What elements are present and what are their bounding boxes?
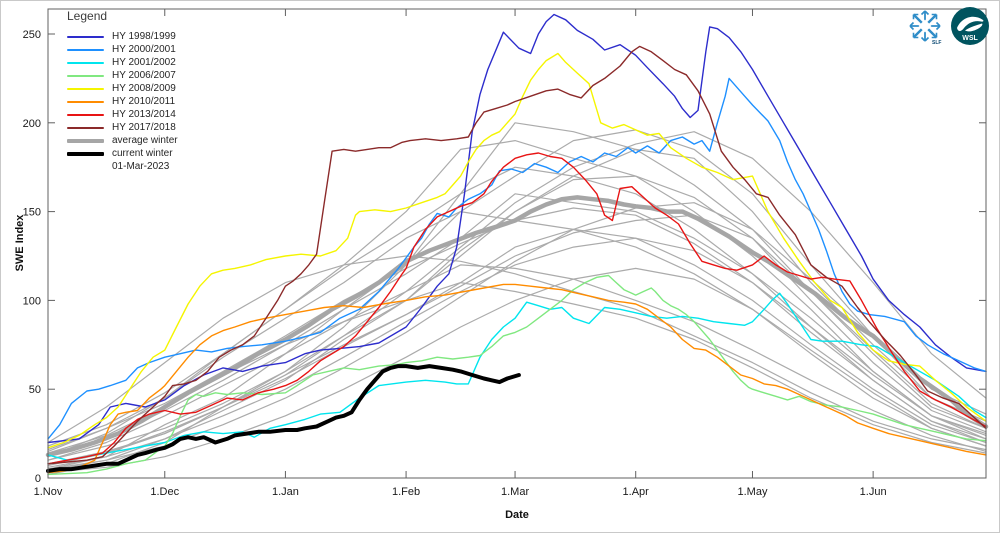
legend-item-hy-1998-1999-swatch <box>67 35 104 38</box>
line-other-year-6 <box>47 193 987 458</box>
line-hy-2006-2007 <box>47 274 987 476</box>
legend-item-hy-1998-1999: HY 1998/1999 <box>67 30 178 43</box>
line-other-year-1 <box>47 129 987 470</box>
line-current-winter <box>46 364 521 473</box>
legend-item-hy-2006-2007: HY 2006/2007 <box>67 69 178 82</box>
line-hy-2001-2002 <box>47 292 987 461</box>
legend-item-average-winter: average winter <box>67 134 178 147</box>
line-hy-2008-2009 <box>47 52 987 449</box>
slf-logo-center <box>918 19 932 33</box>
y-tick-label: 150 <box>23 207 41 219</box>
line-other-year-11 <box>47 237 987 468</box>
legend-item-hy-2001-2002: HY 2001/2002 <box>67 56 178 69</box>
x-tick-label: 1.Jun <box>860 486 887 498</box>
x-tick-label: 1.Dec <box>150 486 179 498</box>
slf-logo-text: SLF <box>932 40 941 46</box>
legend-items: HY 1998/1999 HY 2000/2001 HY 2001/2002 HY 2… <box>67 30 178 173</box>
y-tick-label: 0 <box>35 473 41 485</box>
legend-item-current-winter-date: 01-Mar-2023 <box>67 160 178 173</box>
wsl-logo: WSL <box>951 7 989 45</box>
line-other-year-16 <box>47 267 987 474</box>
legend-item-hy-2017-2018-swatch <box>67 126 104 129</box>
y-tick-label: 50 <box>29 384 41 396</box>
wsl-logo-circle <box>951 7 989 45</box>
y-tick-label: 200 <box>23 118 41 130</box>
line-hy-2010-2011 <box>47 283 987 474</box>
wsl-logo-text: WSL <box>962 35 978 42</box>
legend-item-hy-2013-2014: HY 2013/2014 <box>67 108 178 121</box>
legend-item-hy-2013-2014-swatch <box>67 113 104 116</box>
line-hy-2013-2014 <box>47 152 987 465</box>
logo-area: SLF WSL <box>905 5 991 47</box>
wsl-logo-wave2 <box>965 23 983 32</box>
legend-item-current-winter-date-label: 01-Mar-2023 <box>112 161 170 172</box>
x-axis-title: Date <box>505 509 529 521</box>
x-tick-label: 1.Nov <box>34 486 63 498</box>
legend-item-hy-2010-2011: HY 2010/2011 <box>67 95 178 108</box>
legend-item-hy-2006-2007-label: HY 2006/2007 <box>112 70 176 81</box>
x-tick-label: 1.Apr <box>623 486 650 498</box>
legend-item-hy-2008-2009-swatch <box>67 87 104 90</box>
y-tick-label: 100 <box>23 295 41 307</box>
line-hy-2017-2018 <box>47 45 987 465</box>
legend-item-hy-1998-1999-label: HY 1998/1999 <box>112 31 176 42</box>
line-other-year-3 <box>47 122 987 475</box>
line-other-year-13 <box>47 255 987 451</box>
legend-item-hy-2000-2001-swatch <box>67 48 104 51</box>
legend-item-current-winter-label: current winter <box>112 148 173 159</box>
legend-item-hy-2006-2007-swatch <box>67 74 104 77</box>
legend-item-average-winter-label: average winter <box>112 135 178 146</box>
legend-item-hy-2010-2011-label: HY 2010/2011 <box>112 96 176 107</box>
line-hy-1998-1999 <box>47 13 987 444</box>
x-tick-label: 1.Mar <box>501 486 529 498</box>
legend-item-current-winter-date-swatch <box>67 166 104 168</box>
x-tick-label: 1.Jan <box>272 486 299 498</box>
legend-item-hy-2001-2002-label: HY 2001/2002 <box>112 57 176 68</box>
legend-item-hy-2013-2014-label: HY 2013/2014 <box>112 109 176 120</box>
line-other-year-8 <box>47 175 987 472</box>
legend-item-current-winter-swatch <box>67 151 104 156</box>
line-other-year-18 <box>47 214 987 467</box>
legend-item-hy-2000-2001: HY 2000/2001 <box>67 43 178 56</box>
legend-item-hy-2017-2018-label: HY 2017/2018 <box>112 122 176 133</box>
chart-legend: Legend HY 1998/1999 HY 2000/2001 HY 2001/2… <box>67 9 178 173</box>
legend-item-average-winter-swatch <box>67 138 104 143</box>
wsl-logo-wave <box>957 16 984 31</box>
legend-item-hy-2001-2002-swatch <box>67 61 104 64</box>
legend-item-hy-2008-2009-label: HY 2008/2009 <box>112 83 176 94</box>
legend-item-hy-2008-2009: HY 2008/2009 <box>67 82 178 95</box>
x-tick-label: 1.Feb <box>392 486 420 498</box>
legend-item-current-winter: current winter <box>67 147 178 160</box>
line-average-winter <box>45 195 989 458</box>
line-other-year-15 <box>47 166 987 458</box>
x-tick-label: 1.May <box>737 486 767 498</box>
y-axis-title: SWE Index <box>14 214 26 272</box>
legend-title: Legend <box>67 9 108 23</box>
slf-snowflake-logo: SLF <box>909 10 941 46</box>
line-hy-2000-2001 <box>47 77 987 440</box>
y-tick-label: 250 <box>23 29 41 41</box>
line-other-year-2 <box>47 140 987 447</box>
line-other-year-10 <box>47 264 987 461</box>
legend-item-hy-2000-2001-label: HY 2000/2001 <box>112 44 176 55</box>
plot-border <box>47 8 987 479</box>
legend-item-hy-2010-2011-swatch <box>67 100 104 103</box>
legend-item-hy-2017-2018: HY 2017/2018 <box>67 121 178 134</box>
